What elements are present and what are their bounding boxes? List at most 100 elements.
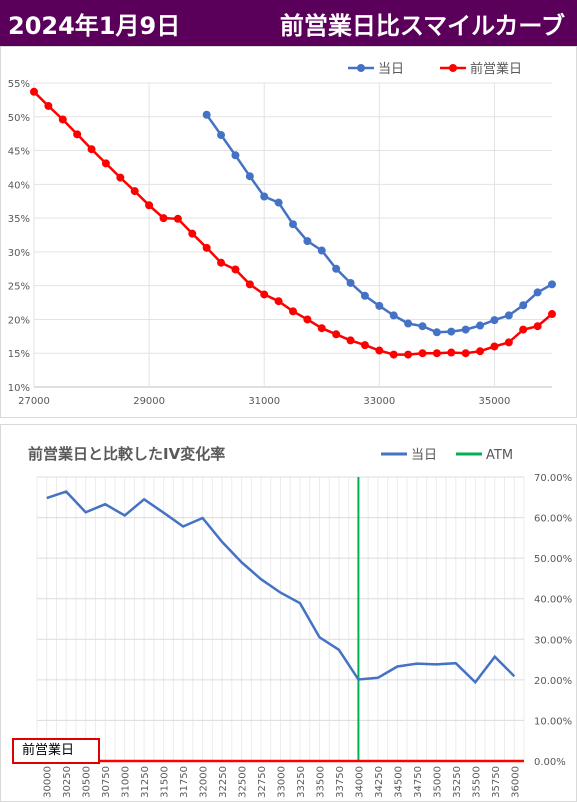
- y-tick-label: 30.00%: [534, 635, 572, 646]
- data-point: [504, 338, 513, 347]
- y-tick-label: 25%: [8, 282, 30, 293]
- data-point: [476, 321, 485, 330]
- legend-label: 前営業日: [470, 61, 522, 77]
- x-tick-label: 35750: [491, 766, 502, 798]
- data-point: [548, 280, 556, 289]
- x-tick-label: 33750: [335, 766, 346, 798]
- x-tick-label: 30000: [43, 766, 54, 798]
- x-tick-label: 30500: [82, 766, 93, 798]
- legend-label: 当日: [378, 62, 404, 77]
- x-tick-label: 30750: [101, 766, 112, 798]
- header-title: 前営業日比スマイルカーブ: [279, 12, 565, 40]
- legend-label: 当日: [411, 448, 437, 463]
- y-tick-label: 35%: [8, 214, 30, 225]
- header-date: 2024年1月9日: [8, 12, 181, 40]
- x-tick-label: 30250: [62, 766, 73, 798]
- data-point: [404, 350, 413, 359]
- x-tick-label: 32250: [218, 766, 229, 798]
- legend-marker: [357, 64, 365, 72]
- data-point: [548, 310, 556, 319]
- data-point: [432, 328, 441, 337]
- data-point: [346, 336, 355, 345]
- data-point: [245, 172, 254, 181]
- y-tick-label: 10.00%: [534, 716, 572, 727]
- data-point: [173, 214, 182, 223]
- y-tick-label: 45%: [8, 147, 30, 158]
- data-point: [303, 315, 312, 324]
- data-point: [289, 220, 297, 229]
- data-point: [217, 131, 226, 140]
- data-point: [447, 327, 456, 336]
- data-point: [87, 145, 96, 154]
- data-point: [360, 291, 369, 300]
- x-tick-label: 33250: [296, 766, 307, 798]
- data-point: [375, 301, 384, 310]
- data-point: [461, 325, 470, 334]
- data-point: [418, 322, 427, 331]
- x-tick-label: 34750: [413, 766, 424, 798]
- data-point: [202, 243, 211, 252]
- y-tick-label: 10%: [8, 383, 30, 394]
- data-point: [44, 101, 53, 110]
- data-point: [274, 297, 283, 306]
- data-point: [533, 288, 542, 297]
- x-tick-label: 31000: [248, 396, 280, 407]
- data-point: [447, 348, 456, 357]
- data-point: [202, 110, 211, 119]
- data-point: [30, 87, 38, 96]
- x-tick-label: 36000: [510, 766, 521, 798]
- y-tick-label: 70.00%: [534, 473, 572, 484]
- data-point: [260, 290, 269, 299]
- data-point: [231, 151, 240, 160]
- data-point: [231, 265, 240, 274]
- data-point: [289, 307, 297, 316]
- data-point: [58, 115, 67, 124]
- x-tick-label: 31250: [140, 766, 151, 798]
- y-tick-label: 55%: [8, 79, 30, 90]
- series-line: [46, 490, 516, 685]
- y-tick-label: 60.00%: [534, 514, 572, 525]
- chart-title: 前営業日と比較したIV変化率: [28, 445, 225, 463]
- x-tick-label: 31000: [121, 766, 132, 798]
- y-tick-label: 40.00%: [534, 595, 572, 606]
- y-tick-label: 20.00%: [534, 676, 572, 687]
- data-point: [101, 159, 110, 168]
- data-point: [490, 342, 499, 351]
- data-point: [317, 246, 326, 255]
- x-tick-label: 33000: [277, 766, 288, 798]
- data-point: [418, 349, 427, 358]
- data-point: [519, 301, 528, 310]
- smile-curve-chart: 10% 15% 20% 25% 30% 35% 40% 45% 50% 55% 27000 29000…: [0, 46, 577, 418]
- data-point: [159, 214, 168, 223]
- data-point: [389, 311, 398, 320]
- y-tick-label: 50.00%: [534, 554, 572, 565]
- data-point: [533, 322, 542, 331]
- prev-day-series-label: 前営業日: [12, 738, 100, 764]
- x-tick-label: 27000: [18, 396, 50, 407]
- data-point: [145, 201, 154, 210]
- data-point: [490, 316, 499, 325]
- data-point: [519, 325, 528, 334]
- y-tick-label: 30%: [8, 248, 30, 259]
- x-tick-label: 31750: [179, 766, 190, 798]
- data-point: [375, 346, 384, 355]
- data-point: [188, 229, 197, 238]
- y-tick-label: 20%: [8, 315, 30, 326]
- data-point: [346, 278, 355, 287]
- y-tick-label: 50%: [8, 113, 30, 124]
- data-point: [360, 341, 369, 350]
- iv-change-chart: 前営業日と比較したIV変化率 0.00% 10.00% 20.00% 30.00% 40.…: [0, 424, 577, 802]
- data-point: [332, 330, 341, 339]
- legend-marker: [449, 64, 457, 72]
- data-point: [317, 324, 326, 333]
- data-point: [260, 192, 269, 201]
- x-tick-label: 35000: [432, 766, 443, 798]
- header-bar: 2024年1月9日 前営業日比スマイルカーブ: [0, 0, 577, 46]
- y-tick-label: 15%: [8, 349, 30, 360]
- x-tick-label: 33500: [315, 766, 326, 798]
- data-point: [332, 264, 341, 273]
- data-point: [130, 187, 139, 196]
- y-tick-label: 0.00%: [534, 757, 566, 768]
- data-point: [274, 198, 283, 207]
